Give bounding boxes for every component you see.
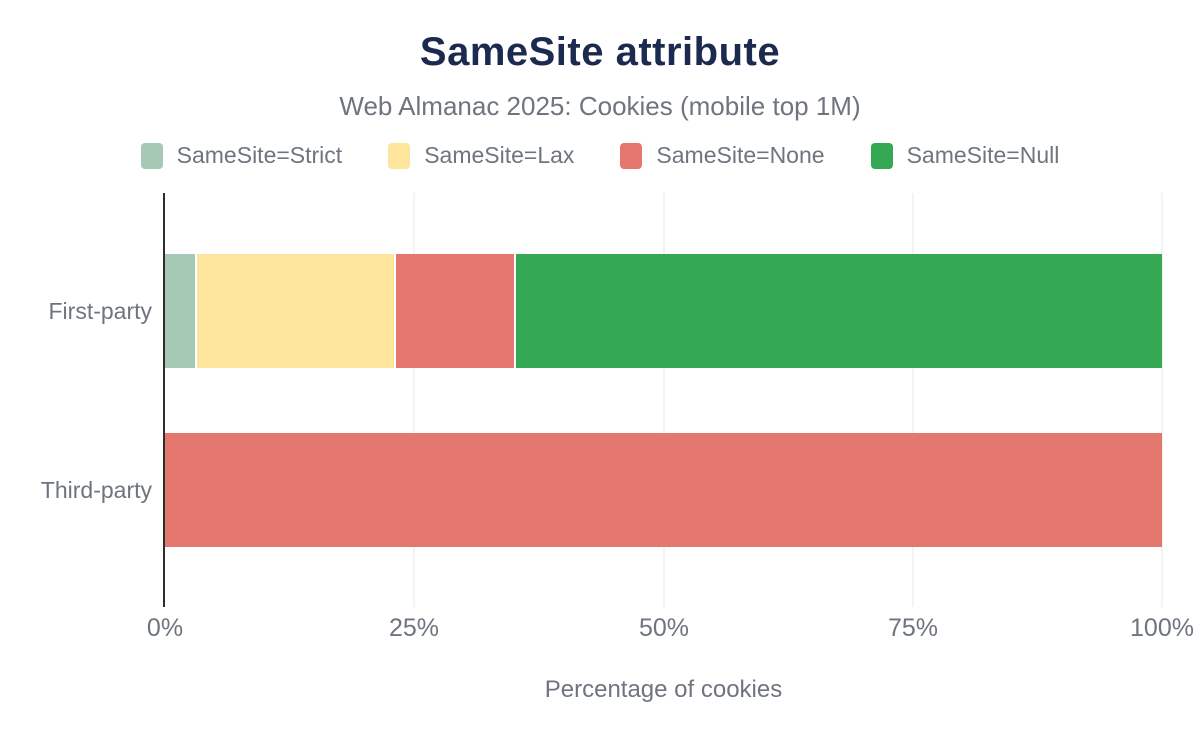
chart-subtitle: Web Almanac 2025: Cookies (mobile top 1M… [339,91,861,121]
legend-item-samesite-none[interactable]: SameSite=None [620,142,825,169]
y-axis-label-first-party: First-party [48,297,153,324]
gridline-100 [1161,193,1163,607]
legend-label: SameSite=None [656,142,825,168]
x-axis-tick: 100% [1130,614,1194,642]
legend-item-samesite-lax[interactable]: SameSite=Lax [388,142,574,169]
legend-label: SameSite=Null [906,142,1060,168]
bar-row-first-party [165,254,1162,368]
bar-row-third-party [165,433,1162,547]
gridline-50 [662,193,665,607]
bar-segment-samesite-lax[interactable] [194,254,395,368]
x-axis-tick: 50% [638,614,690,642]
bar-segment-samesite-strict[interactable] [165,254,195,368]
x-axis-tick: 75% [887,614,939,642]
legend: SameSite=Strict SameSite=Lax SameSite=No… [0,142,1200,169]
plot-area [163,193,1163,607]
y-axis-label-third-party: Third-party [40,476,152,503]
legend-swatch-lax-icon [388,142,411,169]
y-axis-line [163,193,165,607]
x-axis-title: Percentage of cookies [544,676,783,703]
legend-item-samesite-strict[interactable]: SameSite=Strict [140,142,343,169]
legend-swatch-none-icon [620,142,643,169]
bar-segment-samesite-none[interactable] [165,433,1162,547]
x-axis-tick: 25% [388,614,440,642]
legend-label: SameSite=Lax [424,142,575,168]
bar-segment-samesite-null[interactable] [513,254,1162,368]
x-axis-tick: 0% [146,614,184,642]
gridline-25 [413,193,416,607]
legend-swatch-null-icon [870,142,893,169]
bar-segment-samesite-none[interactable] [394,254,514,368]
legend-item-samesite-null[interactable]: SameSite=Null [870,142,1060,169]
legend-swatch-strict-icon [140,142,163,169]
legend-label: SameSite=Strict [176,142,343,168]
chart-title: SameSite attribute [419,30,781,74]
gridline-75 [911,193,914,607]
